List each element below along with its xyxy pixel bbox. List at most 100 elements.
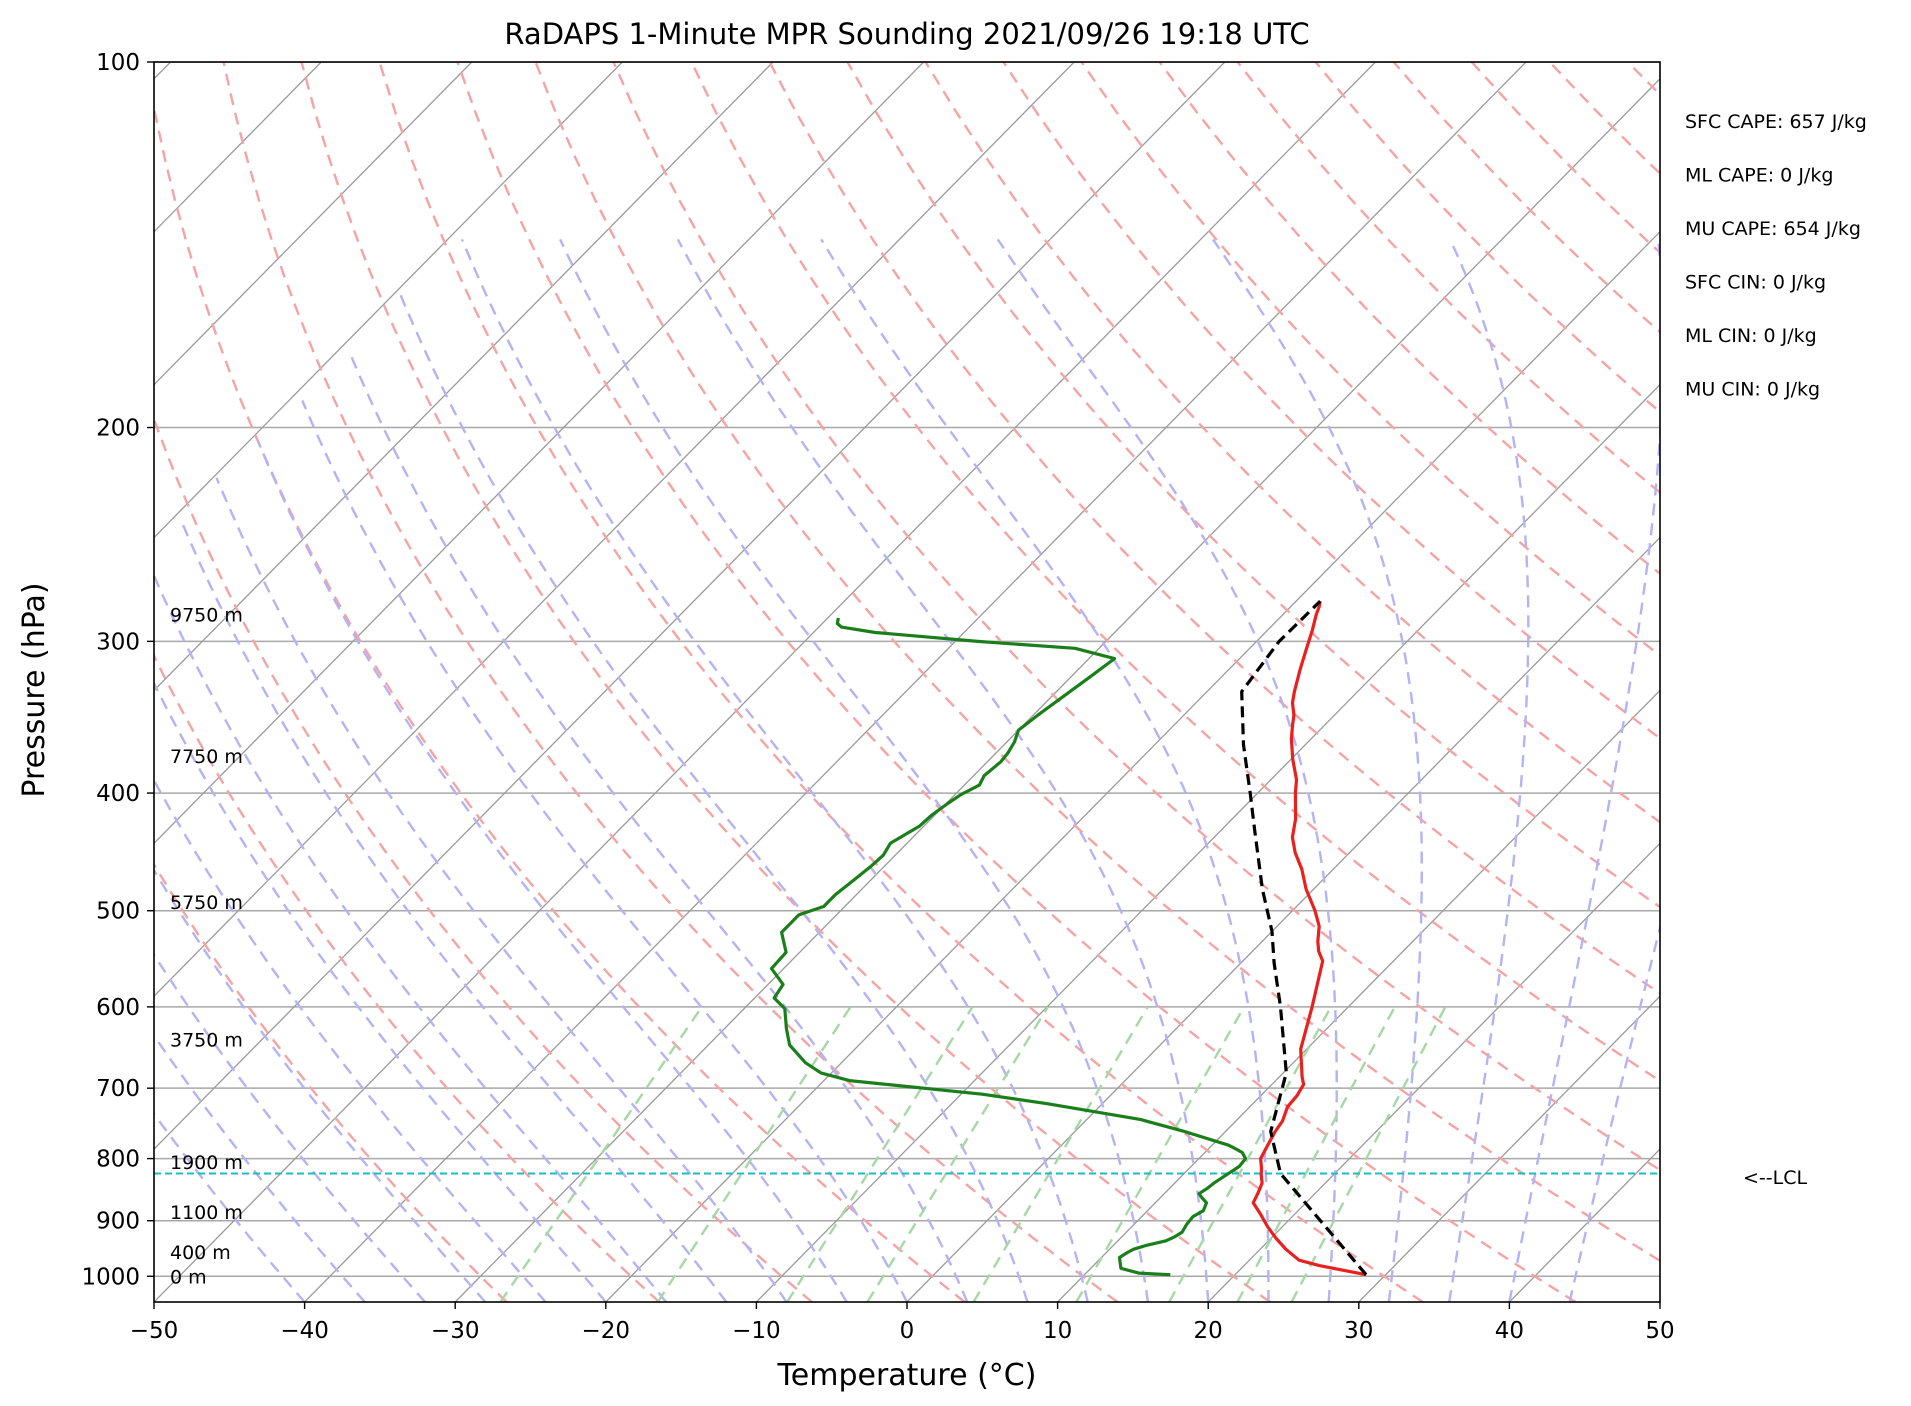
dewpoint-profile bbox=[769, 617, 1248, 1277]
index-label: ML CIN: 0 J/kg bbox=[1685, 325, 1817, 347]
moist-adiabat bbox=[398, 292, 1029, 1302]
mixing-ratio-line bbox=[1075, 1006, 1246, 1302]
dry-adiabat bbox=[612, 62, 1660, 1172]
dry-adiabat bbox=[1002, 62, 1660, 740]
isotherm--60 bbox=[154, 62, 1226, 1151]
dry-adiabat bbox=[1706, 62, 1911, 1302]
moist-adiabat bbox=[820, 238, 1270, 1302]
y-tick-label: 100 bbox=[96, 50, 140, 76]
x-tick-label: −50 bbox=[130, 1318, 179, 1344]
moist-adiabat bbox=[181, 523, 728, 1302]
moist-adiabat bbox=[676, 238, 1210, 1302]
y-axis-label: Pressure (hPa) bbox=[17, 582, 52, 797]
dry-adiabat bbox=[846, 62, 1660, 909]
plot-area bbox=[154, 62, 1911, 1302]
moist-adiabat bbox=[1448, 238, 1530, 1302]
moist-adiabat bbox=[215, 477, 788, 1302]
x-tick-label: 0 bbox=[900, 1318, 915, 1344]
height-label: 3750 m bbox=[170, 1029, 243, 1051]
height-label: 400 m bbox=[170, 1242, 231, 1264]
isotherm--70 bbox=[154, 62, 1075, 998]
moist-adiabat bbox=[154, 952, 427, 1302]
isotherm--50 bbox=[154, 62, 1376, 1302]
x-tick-label: 30 bbox=[1344, 1318, 1373, 1344]
y-tick-label: 900 bbox=[96, 1209, 140, 1235]
dry-adiabat bbox=[1392, 62, 1660, 334]
mixing-ratio-line bbox=[786, 1006, 974, 1302]
index-label: SFC CIN: 0 J/kg bbox=[1685, 272, 1826, 294]
x-tick-label: −40 bbox=[280, 1318, 329, 1344]
x-tick-label: −20 bbox=[582, 1318, 631, 1344]
index-label: MU CAPE: 654 J/kg bbox=[1685, 218, 1861, 240]
isotherm--10 bbox=[755, 383, 1660, 1302]
x-tick-label: 20 bbox=[1194, 1318, 1223, 1344]
x-axis-label: Temperature (°C) bbox=[777, 1358, 1037, 1393]
moist-adiabat bbox=[154, 572, 667, 1302]
y-tick-label: 400 bbox=[96, 781, 140, 807]
y-tick-label: 800 bbox=[96, 1147, 140, 1173]
dry-adiabat bbox=[222, 62, 1119, 1302]
y-tick-label: 500 bbox=[96, 899, 140, 925]
isotherm--40 bbox=[304, 62, 1527, 1302]
moist-adiabat bbox=[1568, 922, 1660, 1302]
isotherm-0 bbox=[906, 536, 1660, 1302]
y-tick-label: 600 bbox=[96, 995, 140, 1021]
height-label: 0 m bbox=[170, 1266, 207, 1288]
height-label: 5750 m bbox=[170, 892, 243, 914]
index-label: ML CAPE: 0 J/kg bbox=[1685, 165, 1833, 187]
mixing-ratio-line bbox=[972, 1006, 1149, 1302]
stability-indices: SFC CAPE: 657 J/kg ML CAPE: 0 J/kg MU CAPE… bbox=[1685, 111, 1867, 401]
mixing-ratio-line bbox=[656, 1006, 852, 1302]
isotherm--90 bbox=[154, 62, 774, 692]
moist-adiabat bbox=[350, 356, 969, 1302]
moist-adiabat bbox=[154, 1111, 306, 1302]
chart-title: RaDAPS 1-Minute MPR Sounding 2021/09/26 … bbox=[504, 17, 1309, 51]
x-tick-label: 10 bbox=[1043, 1318, 1072, 1344]
height-label: 9750 m bbox=[170, 604, 243, 626]
x-tick-label: 50 bbox=[1645, 1318, 1674, 1344]
dry-adiabat bbox=[154, 653, 661, 1302]
height-label: 7750 m bbox=[170, 746, 243, 768]
axes: −50 −40 −30 −20 −10 0 10 20 30 40 50 100 200 300 400 50… bbox=[81, 50, 1674, 1344]
moist-adiabat bbox=[460, 238, 1089, 1302]
dry-adiabat bbox=[154, 862, 508, 1302]
isotherm--110 bbox=[154, 62, 473, 386]
plot-frame bbox=[153, 61, 1661, 1303]
y-tick-label: 700 bbox=[96, 1076, 140, 1102]
x-tick-label: −10 bbox=[732, 1318, 781, 1344]
dry-adiabat bbox=[924, 62, 1660, 824]
moist-adiabat bbox=[1212, 238, 1423, 1302]
dry-adiabat bbox=[534, 62, 1660, 1263]
mixing-ratio-line bbox=[1290, 1006, 1447, 1302]
dry-adiabat bbox=[768, 62, 1660, 995]
dry-adiabat bbox=[456, 62, 1577, 1302]
y-tick-label: 300 bbox=[96, 629, 140, 655]
isotherm--20 bbox=[605, 230, 1660, 1302]
dry-adiabat bbox=[154, 101, 966, 1302]
x-tick-label: −30 bbox=[431, 1318, 480, 1344]
moist-adiabat bbox=[559, 238, 1150, 1302]
dry-adiabat bbox=[1470, 62, 1660, 255]
isotherm-30 bbox=[1358, 995, 1660, 1302]
isotherm-50 bbox=[1659, 1301, 1660, 1302]
moist-adiabat bbox=[154, 680, 607, 1302]
dry-adiabat bbox=[1158, 62, 1660, 576]
dry-adiabat bbox=[1626, 62, 1660, 97]
dry-adiabat bbox=[1080, 62, 1660, 657]
height-label: 1900 m bbox=[170, 1152, 243, 1174]
moist-adiabat bbox=[1508, 239, 1660, 1302]
dry-adiabat bbox=[1548, 62, 1660, 176]
index-label: SFC CAPE: 657 J/kg bbox=[1685, 111, 1867, 133]
moist-adiabat bbox=[996, 238, 1338, 1302]
isotherm--30 bbox=[454, 77, 1660, 1302]
moist-adiabat bbox=[301, 400, 909, 1302]
index-label: MU CIN: 0 J/kg bbox=[1685, 379, 1820, 401]
height-label: 1100 m bbox=[170, 1202, 243, 1224]
lcl-label: <--LCL bbox=[1743, 1167, 1807, 1189]
moist-adiabat bbox=[154, 777, 547, 1302]
dry-adiabat bbox=[690, 62, 1660, 1083]
parcel-path bbox=[1240, 600, 1368, 1276]
y-tick-label: 200 bbox=[96, 416, 140, 442]
